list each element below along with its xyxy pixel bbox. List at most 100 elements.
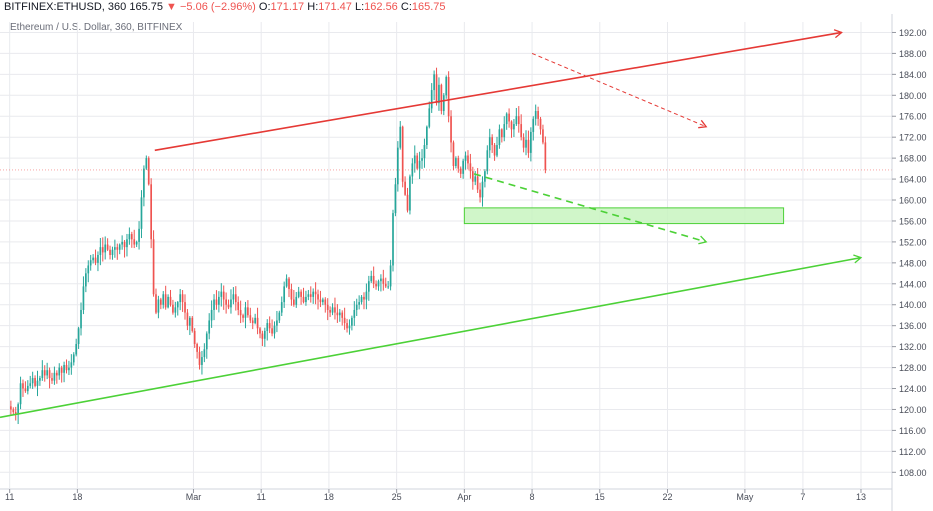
candle-body (348, 325, 351, 329)
candle-body (181, 294, 184, 303)
candle-body (534, 111, 537, 119)
candle-body (70, 362, 73, 368)
candle-body (334, 307, 336, 313)
x-tick-label: 11 (5, 492, 14, 502)
candle-body (539, 118, 542, 130)
descending-resistance-line (531, 52, 708, 129)
y-tick-label: 124.00 (899, 384, 927, 394)
candle-body (396, 147, 399, 185)
y-tick-label: 180.00 (899, 91, 927, 101)
x-tick-label: 11 (257, 492, 266, 502)
x-tick-label: 7 (800, 492, 805, 502)
candle-body (65, 364, 68, 371)
candle-body (392, 213, 394, 266)
candle-body (452, 142, 455, 166)
candle-body (288, 278, 290, 290)
candle-body (24, 388, 27, 392)
candle-body (48, 370, 51, 379)
y-tick-label: 168.00 (899, 154, 927, 164)
candle-body (503, 124, 506, 138)
candle-body (496, 145, 498, 156)
candle-body (36, 380, 39, 386)
header-line: BITFINEX:ETHUSD, 360 165.75 ▼ −5.06 (−2.… (4, 1, 446, 13)
candle-body (215, 299, 218, 305)
candle-body (80, 309, 82, 329)
high-value: 171.47 (318, 1, 352, 13)
candle-body (68, 367, 70, 371)
candle-body (94, 257, 97, 263)
candle-body (498, 129, 501, 146)
candle-body (457, 158, 460, 169)
candle-body (266, 323, 269, 331)
candle-body (406, 194, 409, 211)
candle-body (218, 296, 220, 305)
candle-body (222, 291, 225, 300)
grid (0, 22, 892, 488)
candle-body (530, 131, 532, 153)
high-label: H: (307, 1, 319, 13)
x-tick-label: 15 (595, 492, 605, 502)
candle-body (309, 294, 312, 297)
candle-body (525, 139, 527, 148)
y-tick-label: 136.00 (899, 321, 927, 331)
candle-body (232, 294, 235, 300)
candle-body (312, 291, 315, 297)
candle-body (101, 247, 104, 253)
candle-body (394, 184, 397, 214)
candle-body (351, 317, 353, 326)
last-price: 165.75 (129, 1, 163, 13)
candle-body (324, 299, 327, 305)
candle-body (353, 309, 356, 318)
candle-body (242, 315, 244, 318)
candle-body (285, 278, 288, 287)
candle-body (263, 330, 266, 339)
candle-body (172, 304, 174, 313)
candle-body (384, 283, 387, 287)
candle-body (358, 302, 360, 305)
candle-body (239, 309, 242, 316)
candle-body (544, 142, 547, 170)
candle-body (123, 241, 126, 248)
candle-body (43, 370, 46, 376)
candle-body (338, 312, 341, 316)
candle-body (140, 197, 143, 229)
candle-body (493, 145, 496, 156)
candle-body (179, 294, 182, 303)
candle-body (389, 265, 392, 287)
x-tick-label: 22 (662, 492, 672, 502)
candle-body (268, 323, 271, 329)
candle-body (22, 383, 24, 389)
annotation-layer (463, 207, 785, 225)
x-tick-label: 18 (72, 492, 82, 502)
candle-body (355, 304, 358, 310)
candle-body (10, 406, 12, 410)
x-tick-label: Apr (457, 492, 471, 502)
candle-body (491, 137, 494, 146)
candle-body (426, 126, 428, 146)
candle-body (213, 299, 215, 310)
candle-body (433, 74, 435, 91)
candle-body (515, 116, 518, 125)
candle-body (234, 294, 237, 303)
candle-body (220, 291, 223, 297)
y-tick-label: 152.00 (899, 237, 927, 247)
candle-body (537, 111, 539, 119)
candle-body (346, 323, 348, 329)
candle-body (276, 320, 278, 326)
candle-body (87, 265, 90, 274)
x-tick-label: Mar (186, 492, 202, 502)
candle-body (77, 328, 80, 345)
chart-subtitle: Ethereum / U.S. Dollar, 360, BITFINEX (10, 22, 183, 33)
candle-body (256, 317, 259, 329)
candle-body (19, 383, 22, 405)
y-tick-label: 112.00 (899, 447, 926, 457)
candle-body (157, 299, 160, 313)
x-tick-label: 13 (856, 492, 866, 502)
candle-body (237, 302, 240, 310)
candle-body (152, 239, 155, 295)
candle-body (467, 155, 469, 164)
candle-body (147, 158, 150, 185)
candle-body (167, 296, 169, 308)
candle-body (421, 158, 423, 161)
